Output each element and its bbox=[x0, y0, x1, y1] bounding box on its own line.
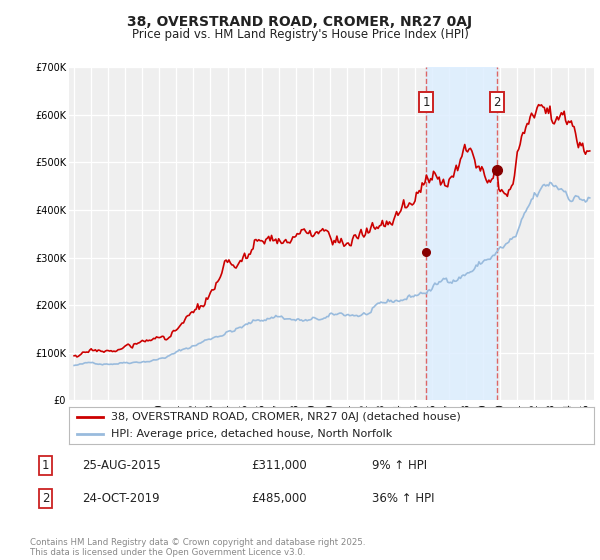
Text: 2: 2 bbox=[493, 96, 501, 109]
Text: 25-AUG-2015: 25-AUG-2015 bbox=[82, 459, 161, 472]
Text: 1: 1 bbox=[422, 96, 430, 109]
Text: 36% ↑ HPI: 36% ↑ HPI bbox=[372, 492, 435, 505]
Text: 9% ↑ HPI: 9% ↑ HPI bbox=[372, 459, 427, 472]
Text: 38, OVERSTRAND ROAD, CROMER, NR27 0AJ (detached house): 38, OVERSTRAND ROAD, CROMER, NR27 0AJ (d… bbox=[111, 412, 461, 422]
Text: Price paid vs. HM Land Registry's House Price Index (HPI): Price paid vs. HM Land Registry's House … bbox=[131, 28, 469, 41]
Text: £485,000: £485,000 bbox=[251, 492, 307, 505]
Text: £311,000: £311,000 bbox=[251, 459, 307, 472]
Text: 38, OVERSTRAND ROAD, CROMER, NR27 0AJ: 38, OVERSTRAND ROAD, CROMER, NR27 0AJ bbox=[127, 15, 473, 29]
Text: 24-OCT-2019: 24-OCT-2019 bbox=[82, 492, 160, 505]
Text: 1: 1 bbox=[42, 459, 49, 472]
Bar bbox=[426, 67, 497, 400]
Text: 2: 2 bbox=[42, 492, 49, 505]
Text: Contains HM Land Registry data © Crown copyright and database right 2025.
This d: Contains HM Land Registry data © Crown c… bbox=[30, 538, 365, 557]
Text: HPI: Average price, detached house, North Norfolk: HPI: Average price, detached house, Nort… bbox=[111, 429, 392, 438]
